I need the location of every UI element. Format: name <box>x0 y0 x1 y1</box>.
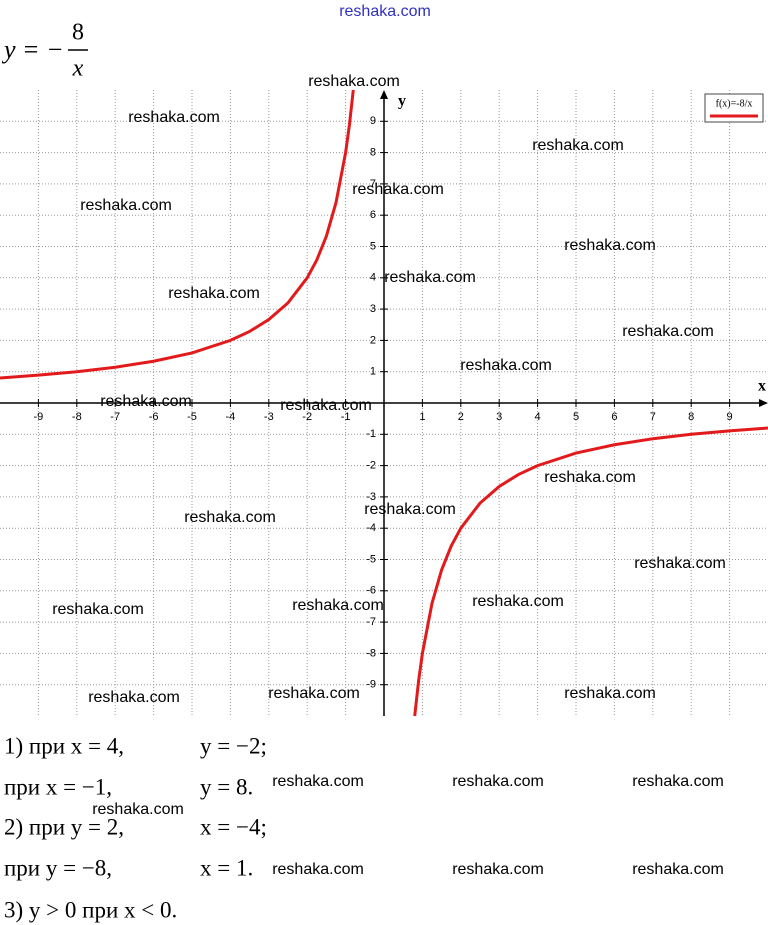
equation-lhs: y = − <box>1 35 64 64</box>
watermark: reshaka.com <box>384 269 476 286</box>
watermark: reshaka.com <box>100 393 192 410</box>
answer-text: при x = −1, <box>4 774 112 799</box>
watermark: reshaka.com <box>92 801 184 818</box>
watermark: reshaka.com <box>564 237 656 254</box>
watermark: reshaka.com <box>632 861 724 878</box>
watermark: reshaka.com <box>292 597 384 614</box>
watermark: reshaka.com <box>532 137 624 154</box>
x-tick-label: -7 <box>110 411 120 423</box>
x-tick-label: -4 <box>226 411 236 423</box>
x-tick-label: -5 <box>187 411 197 423</box>
y-tick-label: 8 <box>370 147 376 159</box>
y-tick-label: 3 <box>370 303 376 315</box>
watermark: reshaka.com <box>339 3 431 20</box>
watermark: reshaka.com <box>460 357 552 374</box>
x-tick-label: -9 <box>34 411 44 423</box>
watermark: reshaka.com <box>564 685 656 702</box>
x-tick-label: -3 <box>264 411 274 423</box>
y-tick-label: -7 <box>366 616 376 628</box>
y-tick-label: 2 <box>370 334 376 346</box>
y-tick-label: 1 <box>370 366 376 378</box>
answer-text: при y = −8, <box>4 855 112 880</box>
watermark: reshaka.com <box>472 593 564 610</box>
x-tick-label: 4 <box>535 411 541 423</box>
x-tick-label: 6 <box>611 411 617 423</box>
watermark: reshaka.com <box>268 685 360 702</box>
watermark: reshaka.com <box>544 469 636 486</box>
answer-text: 3) y > 0 при x < 0. <box>4 897 177 922</box>
watermark: reshaka.com <box>168 285 260 302</box>
watermark: reshaka.com <box>452 861 544 878</box>
y-tick-label: -6 <box>366 585 376 597</box>
y-tick-label: -4 <box>366 522 376 534</box>
watermark: reshaka.com <box>352 181 444 198</box>
x-tick-label: 7 <box>650 411 656 423</box>
watermark: reshaka.com <box>364 501 456 518</box>
x-axis-label: x <box>758 378 766 395</box>
x-tick-label: 3 <box>496 411 502 423</box>
y-axis-label: y <box>398 93 406 110</box>
watermark: reshaka.com <box>308 73 400 90</box>
y-tick-label: -8 <box>366 647 376 659</box>
answer-text: x = 1. <box>200 855 253 880</box>
watermark: reshaka.com <box>272 773 364 790</box>
y-tick-label: -3 <box>366 491 376 503</box>
answer-text: x = −4; <box>200 814 267 839</box>
watermark: reshaka.com <box>632 773 724 790</box>
y-tick-label: 4 <box>370 272 376 284</box>
watermark: reshaka.com <box>452 773 544 790</box>
x-tick-label: -8 <box>72 411 82 423</box>
y-tick-label: -9 <box>366 679 376 691</box>
x-arrow <box>759 399 768 407</box>
answer-text: 1) при x = 4, <box>4 733 124 758</box>
watermark: reshaka.com <box>622 323 714 340</box>
denominator: x <box>72 56 84 82</box>
y-tick-label: 6 <box>370 209 376 221</box>
y-tick-label: 7 <box>370 178 376 190</box>
watermark: reshaka.com <box>272 861 364 878</box>
x-tick-label: 8 <box>688 411 694 423</box>
curve <box>0 89 768 717</box>
x-tick-label: 1 <box>419 411 425 423</box>
y-tick-label: 9 <box>370 115 376 127</box>
x-tick-label: 2 <box>458 411 464 423</box>
watermark: reshaka.com <box>634 555 726 572</box>
y-tick-label: -5 <box>366 553 376 565</box>
watermark: reshaka.com <box>88 689 180 706</box>
answer-text: y = −2; <box>200 733 267 758</box>
y-arrow <box>380 90 388 99</box>
x-tick-label: 9 <box>727 411 733 423</box>
watermark: reshaka.com <box>184 509 276 526</box>
x-tick-label: 5 <box>573 411 579 423</box>
numerator: 8 <box>72 20 84 46</box>
y-tick-label: 5 <box>370 240 376 252</box>
x-tick-label: -1 <box>341 411 351 423</box>
legend-label: f(x)=-8/x <box>716 98 753 109</box>
watermark: reshaka.com <box>128 109 220 126</box>
x-tick-label: -2 <box>302 411 312 423</box>
answer-text: 2) при y = 2, <box>4 814 124 839</box>
y-tick-label: -1 <box>366 428 376 440</box>
y-tick-label: -2 <box>366 460 376 472</box>
answer-text: y = 8. <box>200 774 253 799</box>
x-tick-label: -6 <box>149 411 159 423</box>
watermark: reshaka.com <box>52 601 144 618</box>
watermark: reshaka.com <box>280 397 372 414</box>
watermark: reshaka.com <box>80 197 172 214</box>
